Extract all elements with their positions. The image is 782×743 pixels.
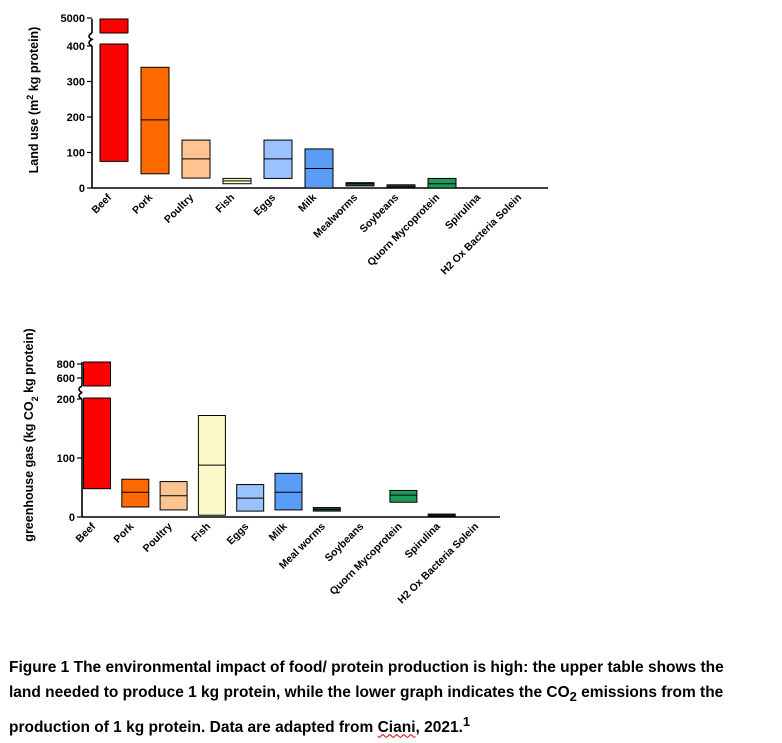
bar-quorn-mycoprotein xyxy=(427,177,457,189)
caption-text-continued: emissions from the production of 1 kg pr… xyxy=(9,684,724,737)
category-label: Spirulina xyxy=(443,192,483,232)
figure-caption: Figure 1 The environmental impact of foo… xyxy=(9,655,749,740)
y-axis-label-script: 2 xyxy=(30,396,40,401)
caption-co2-subscript: 2 xyxy=(569,689,577,705)
y-tick-label: 100 xyxy=(57,453,75,465)
y-tick-label-upper: 800 xyxy=(57,359,75,371)
bar-break-gap xyxy=(99,33,129,44)
y-tick-label: 0 xyxy=(69,512,75,524)
y-tick-label: 200 xyxy=(67,112,85,124)
category-label: Poultry xyxy=(141,521,175,555)
category-label: Milk xyxy=(296,192,319,215)
y-axis-label: Land use (m2 kg protein) xyxy=(25,27,41,174)
y-tick-label: 200 xyxy=(57,394,75,406)
y-tick-label-upper: 5000 xyxy=(61,13,85,25)
axis-break-mark xyxy=(88,32,94,47)
caption-text: Figure 1 The environmental impact of foo… xyxy=(9,659,724,701)
y-axis-label-script: 2 xyxy=(25,95,35,100)
y-axis-label-text-end: kg protein) xyxy=(27,27,41,95)
y-tick-label: 0 xyxy=(79,183,85,195)
y-tick-label-upper: 600 xyxy=(57,373,75,385)
y-tick-label: 300 xyxy=(67,77,85,89)
y-tick-label: 100 xyxy=(67,148,85,160)
category-label: Eggs xyxy=(225,521,252,548)
y-axis-label-text: greenhouse gas (kg CO xyxy=(22,401,36,542)
chart-panel-2: 0 100 200 600 800 greenhouse gas (kg CO2 kg p… xyxy=(22,328,500,606)
category-label: Quorn Mycoprotein xyxy=(365,192,442,269)
category-label: Quorn Mycoprotein xyxy=(328,521,405,598)
category-label: Beef xyxy=(74,520,99,545)
y-tick-label: 400 xyxy=(67,41,85,53)
category-label: Poultry xyxy=(162,192,196,226)
category-label: Fish xyxy=(213,192,237,216)
category-label: H2 Ox Bacteria Solein xyxy=(438,192,524,278)
axis-break-mark xyxy=(78,385,84,400)
bar-pork xyxy=(121,478,150,508)
category-label: Milk xyxy=(267,521,290,544)
category-label: Soybeans xyxy=(358,192,402,236)
chart-panel-1: 0 100 200 300 400 5000 Land use (m2 kg protein… xyxy=(25,13,548,277)
bar-pork xyxy=(140,66,170,175)
category-label: Spirulina xyxy=(403,521,443,561)
category-label: Mealworms xyxy=(311,192,360,241)
bar-break-gap xyxy=(82,386,112,398)
bar-beef xyxy=(83,361,111,490)
caption-citation-year: , 2021. xyxy=(415,719,463,737)
caption-footnote-marker: 1 xyxy=(462,714,471,730)
caption-citation-link[interactable]: Ciani xyxy=(377,719,416,737)
bar-mealworms xyxy=(345,182,375,187)
category-label: Pork xyxy=(111,521,136,546)
category-label: Pork xyxy=(130,192,155,217)
bar-quorn-mycoprotein xyxy=(389,489,418,503)
category-label: Beef xyxy=(90,191,115,216)
y-axis-label-text-end: kg protein) xyxy=(22,328,36,396)
bar-milk xyxy=(274,472,303,511)
category-label: Fish xyxy=(189,521,213,545)
y-axis-label-text: Land use (m xyxy=(27,100,41,174)
y-axis-label: greenhouse gas (kg CO2 kg protein) xyxy=(22,328,40,541)
category-label: Eggs xyxy=(251,192,278,219)
